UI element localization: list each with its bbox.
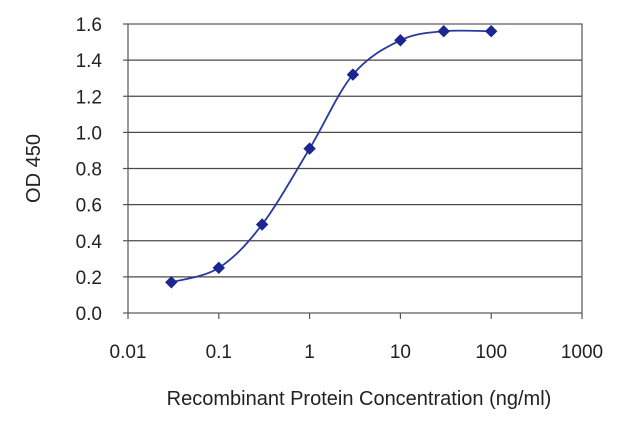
x-axis: 0.01 0.1 1 10 100 1000: [110, 313, 603, 363]
series-line: [171, 29, 492, 284]
y-tick-label: 1.2: [76, 87, 102, 108]
data-point: [394, 34, 407, 47]
data-point: [255, 218, 269, 231]
y-tick-label: 0.8: [76, 160, 102, 181]
y-axis: 0.0 0.2 0.4 0.6 0.8 1.0 1.2 1.4 1.6: [76, 15, 128, 325]
x-axis-title: Recombinant Protein Concentration (ng/ml…: [167, 388, 552, 410]
x-tick-label: 1: [304, 342, 315, 363]
gridlines: [128, 59, 582, 278]
y-axis-title: OD 450: [23, 134, 45, 203]
y-tick-label: 1.6: [76, 15, 102, 36]
x-tick-label: 1000: [561, 342, 603, 363]
x-tick-label: 100: [475, 342, 507, 363]
data-point: [165, 276, 178, 289]
y-tick-label: 0.2: [76, 268, 102, 289]
y-tick-label: 0.0: [76, 304, 102, 325]
data-point: [212, 261, 226, 275]
x-tick-label: 0.1: [206, 342, 232, 363]
data-point: [346, 68, 360, 81]
y-tick-label: 0.6: [76, 196, 102, 217]
data-points: [165, 25, 498, 289]
x-tick-label: 10: [390, 342, 411, 363]
y-tick-label: 1.0: [76, 123, 102, 144]
y-tick-label: 1.4: [76, 51, 103, 72]
x-tick-label: 0.01: [110, 342, 147, 363]
data-point: [303, 142, 316, 155]
data-point: [437, 25, 450, 38]
data-point: [484, 25, 498, 38]
y-tick-label: 0.4: [76, 232, 103, 253]
